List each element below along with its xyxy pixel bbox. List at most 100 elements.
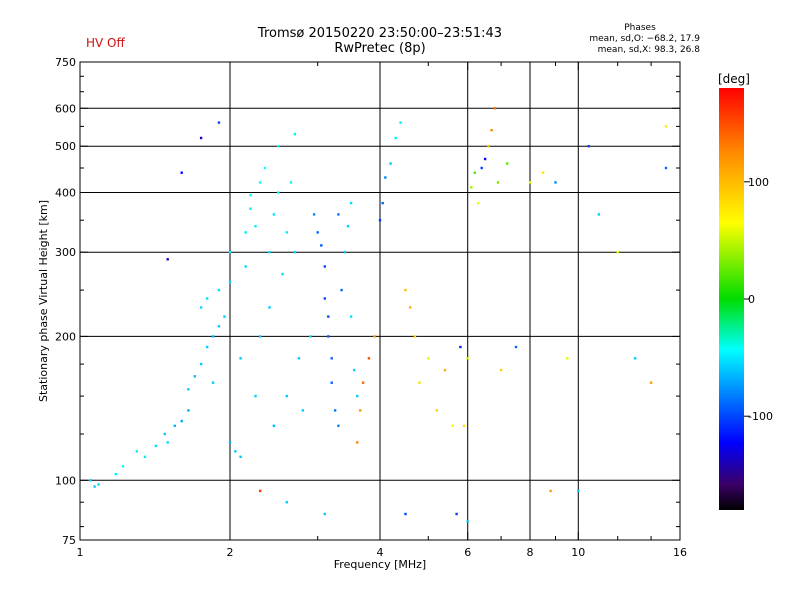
colorbar-unit-label: [deg] [718, 72, 750, 86]
data-point [316, 231, 319, 234]
data-point [199, 306, 203, 309]
data-point [187, 409, 190, 412]
colorbar: [deg] 100 0 -100 [718, 72, 773, 510]
plot-frame [79, 61, 681, 541]
colorbar-gradient [719, 88, 744, 510]
y-tick-label: 750 [55, 56, 76, 69]
data-point [394, 136, 397, 140]
data-point [413, 335, 417, 338]
data-point [477, 201, 480, 205]
data-point [490, 129, 493, 132]
x-tick-label: 2 [227, 546, 234, 559]
phases-o-stats: mean, sd,O: −68.2, 17.9 [589, 34, 700, 44]
data-point [272, 213, 276, 216]
data-point [89, 479, 92, 482]
x-tick-label: 10 [571, 546, 585, 559]
data-point [528, 181, 532, 184]
phases-x-stats: mean, sd,X: 98.3, 26.8 [597, 45, 700, 55]
data-point [333, 409, 337, 412]
chart-title: Tromsø 20150220 23:50:00–23:51:43 [257, 26, 503, 41]
data-point [361, 381, 365, 384]
data-point [93, 485, 96, 488]
data-point [373, 335, 376, 338]
data-point [349, 315, 353, 318]
data-point [633, 357, 637, 360]
data-point [327, 335, 330, 338]
x-axis-label: Frequency [MHz] [334, 558, 426, 571]
data-point [389, 162, 392, 165]
data-point [664, 166, 668, 170]
data-point [285, 394, 288, 398]
colorbar-tick-label: 100 [748, 176, 769, 189]
data-point [541, 171, 545, 174]
data-point [566, 357, 569, 360]
y-tick-label: 600 [55, 102, 76, 115]
data-point [244, 265, 247, 268]
data-point [223, 315, 226, 318]
data-point [114, 472, 117, 476]
data-point [154, 444, 158, 448]
colorbar-tick-label: -100 [748, 410, 773, 423]
x-tick-label: 16 [673, 546, 687, 559]
data-point [330, 381, 333, 384]
data-point [435, 409, 438, 412]
data-point [163, 432, 166, 436]
data-point [259, 489, 262, 493]
data-point [323, 512, 326, 516]
data-point [499, 368, 503, 372]
x-tick-label: 4 [377, 546, 384, 559]
data-point [121, 465, 125, 468]
data-point [418, 381, 421, 384]
data-point [277, 191, 280, 194]
data-point [340, 288, 343, 292]
data-point [367, 357, 371, 360]
data-point [143, 455, 147, 458]
data-point [487, 145, 490, 148]
data-point [320, 244, 323, 247]
data-point [228, 251, 232, 254]
data-point [384, 176, 387, 179]
data-point [649, 381, 653, 384]
data-point [285, 501, 288, 504]
data-point [514, 345, 518, 349]
data-point [404, 288, 407, 292]
y-tick-label: 500 [55, 140, 76, 153]
y-tick-label: 75 [62, 534, 76, 547]
data-point [193, 375, 196, 378]
data-point [353, 368, 356, 372]
data-point [244, 231, 247, 234]
data-point [330, 357, 333, 360]
data-point [466, 520, 469, 523]
data-point [254, 394, 257, 398]
phases-heading: Phases [624, 23, 656, 33]
data-point [427, 357, 430, 360]
data-point [493, 107, 496, 110]
y-tick-label: 400 [55, 187, 76, 200]
data-point [399, 121, 402, 124]
data-point [356, 441, 359, 444]
data-point [217, 288, 221, 292]
data-point [473, 171, 476, 174]
data-point [285, 231, 288, 234]
data-point [483, 157, 487, 161]
data-point [554, 181, 557, 184]
data-points [89, 107, 668, 523]
data-point [217, 121, 221, 124]
data-point [577, 489, 580, 493]
data-point [254, 225, 257, 228]
data-point [293, 132, 297, 136]
data-point [180, 171, 183, 174]
data-point [301, 409, 304, 412]
data-point [228, 441, 232, 444]
data-point [466, 357, 469, 360]
data-point [470, 186, 473, 189]
y-tick-label: 300 [55, 246, 76, 259]
x-tick-label: 6 [464, 546, 471, 559]
data-point [404, 512, 407, 516]
data-point [337, 213, 340, 216]
data-point [263, 166, 267, 170]
grid-layer [80, 62, 680, 540]
data-point [173, 424, 176, 427]
y-axis-label: Stationary phase Virtual Height [km] [37, 200, 50, 402]
